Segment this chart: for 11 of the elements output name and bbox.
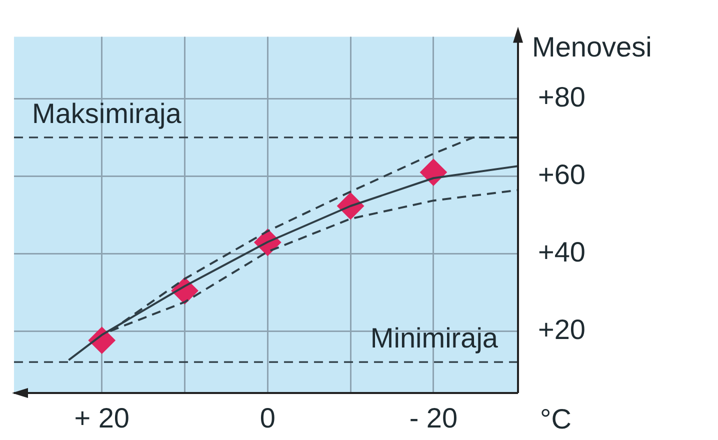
x-tick-label: 0 (260, 402, 276, 434)
y-tick-label: +40 (538, 236, 586, 268)
x-tick-label: - 20 (409, 402, 458, 434)
x-tick-label: + 20 (74, 402, 130, 434)
y-axis-title: Menovesi (532, 32, 652, 63)
ref-line-label: Minimiraja (370, 322, 498, 354)
ref-line-label: Maksimiraja (32, 98, 182, 130)
y-tick-label: +20 (538, 314, 586, 345)
y-tick-label: +60 (538, 158, 586, 190)
x-axis-title: °C (540, 404, 572, 435)
y-tick-label: +80 (538, 81, 586, 112)
